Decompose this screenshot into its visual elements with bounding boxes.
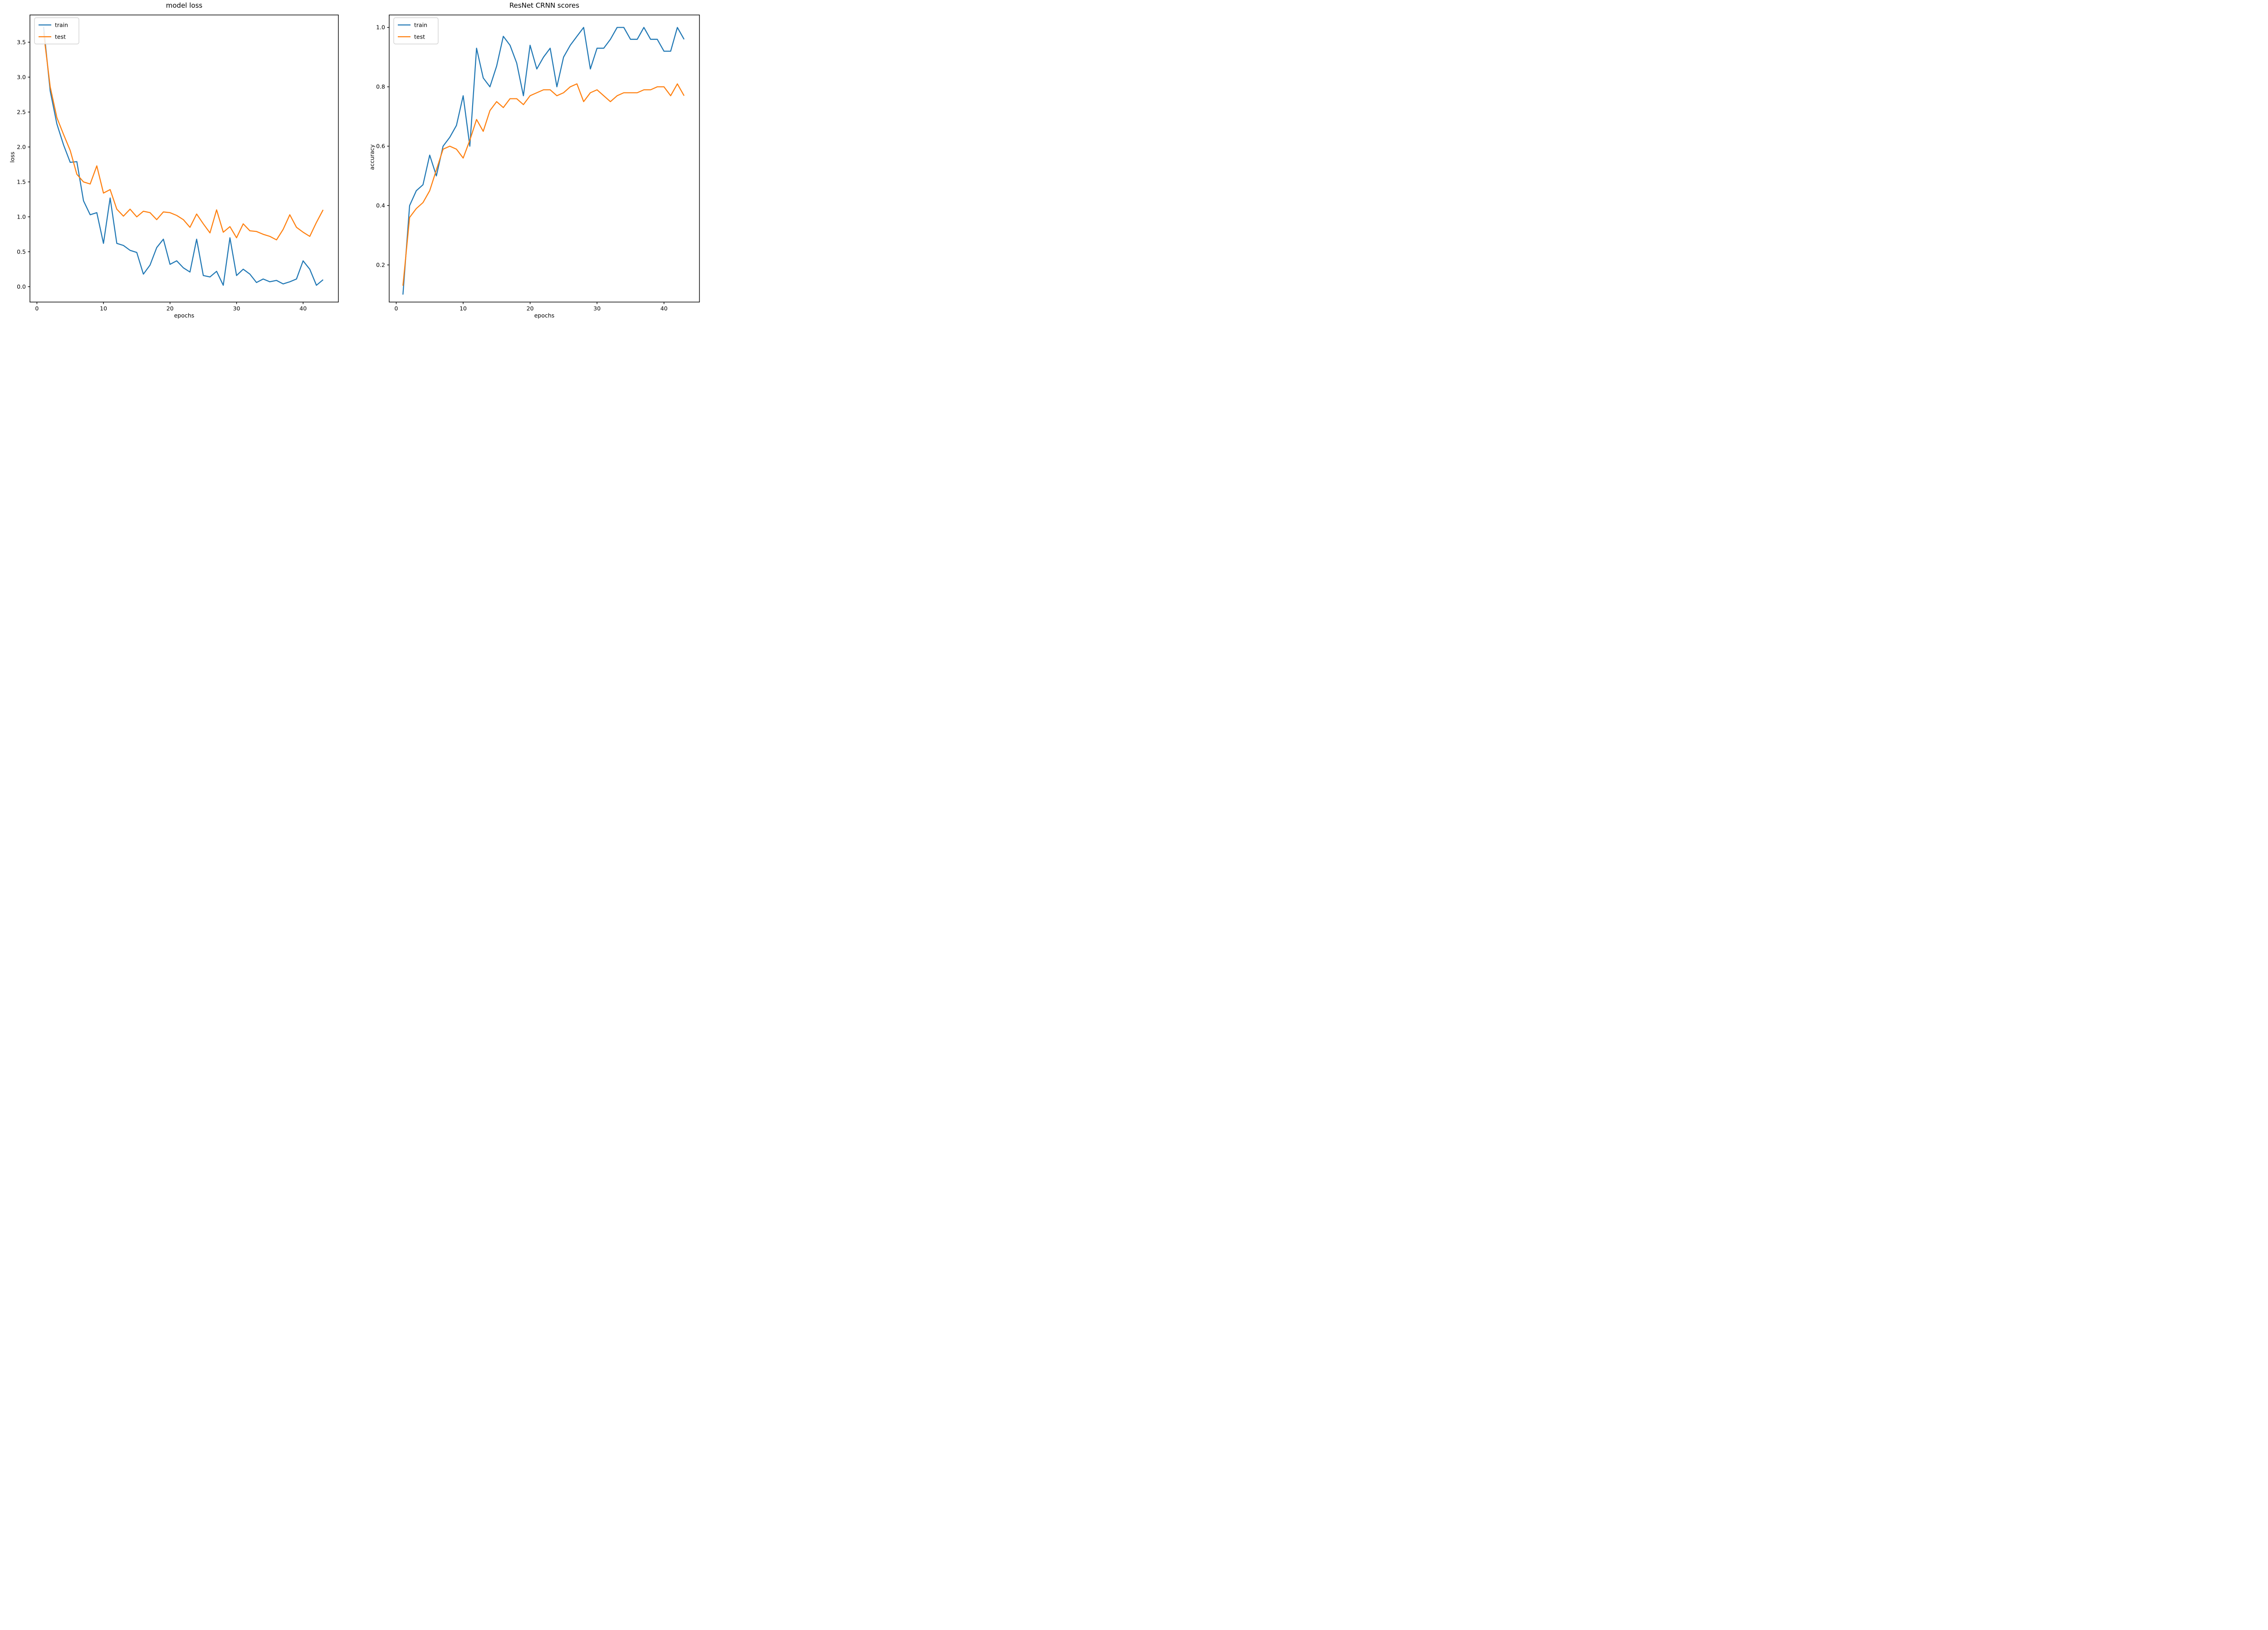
x-tick-label: 20 (166, 305, 174, 312)
series-line-test (402, 83, 685, 286)
legend-box (393, 17, 439, 44)
legend-label-test: test (55, 33, 66, 40)
axes-spines (389, 15, 700, 303)
x-tick-label: 10 (459, 305, 467, 312)
y-tick-label: 0.4 (376, 202, 385, 209)
y-tick-label: 2.5 (17, 108, 26, 115)
x-axis-label-scores: epochs (534, 312, 555, 319)
chart-title-loss: model loss (166, 1, 203, 10)
y-tick-label: 1.0 (376, 24, 385, 31)
y-tick-label: 1.5 (17, 178, 26, 185)
legend-box (34, 17, 79, 44)
y-axis-ticks: 0.0 0.5 1.0 1.5 2.0 2.5 3.0 3.5 (17, 39, 30, 290)
x-axis-ticks: 0 10 20 30 40 (395, 302, 668, 312)
legend-label-train: train (55, 21, 68, 28)
y-tick-label: 0.5 (17, 248, 26, 255)
y-tick-label: 1.0 (17, 213, 26, 220)
y-tick-label: 0.6 (376, 143, 385, 150)
y-tick-label: 3.0 (17, 73, 26, 80)
series-line-train (402, 27, 685, 295)
x-axis-ticks: 0 10 20 30 40 (35, 302, 307, 312)
y-tick-label: 0.2 (376, 261, 385, 268)
chart-loss: 0 10 20 30 40 0.0 0.5 1.0 1.5 2.0 2.5 3.0 3.5 train te… (17, 15, 339, 312)
x-tick-label: 30 (233, 305, 240, 312)
chart-scores: 0 10 20 30 40 0.2 0.4 0.6 0.8 1.0 train test (376, 15, 700, 312)
legend-label-train: train (414, 21, 427, 28)
y-axis-label-scores: accuracy (368, 144, 376, 170)
plots-canvas: 0 10 20 30 40 0.0 0.5 1.0 1.5 2.0 2.5 3.0 3.5 train te… (17, 15, 700, 312)
x-axis-label-loss: epochs (174, 312, 195, 319)
x-tick-label: 0 (395, 305, 398, 312)
y-tick-label: 0.8 (376, 83, 385, 90)
series-line-train (43, 27, 324, 286)
series-line-test (43, 32, 324, 241)
legend: train test (393, 17, 439, 44)
figure: 0 10 20 30 40 0.0 0.5 1.0 1.5 2.0 2.5 3.0 3.5 train te… (0, 0, 710, 326)
x-tick-label: 20 (527, 305, 534, 312)
y-axis-label-loss: loss (9, 151, 16, 163)
y-axis-ticks: 0.2 0.4 0.6 0.8 1.0 (376, 24, 389, 268)
chart-title-scores: ResNet CRNN scores (509, 1, 580, 10)
y-tick-label: 3.5 (17, 39, 26, 45)
legend: train test (34, 17, 79, 44)
x-tick-label: 30 (593, 305, 601, 312)
x-tick-label: 0 (35, 305, 39, 312)
axes-spines (29, 15, 339, 303)
legend-label-test: test (414, 33, 425, 40)
x-tick-label: 40 (299, 305, 307, 312)
y-tick-label: 2.0 (17, 143, 26, 150)
x-tick-label: 10 (100, 305, 107, 312)
y-tick-label: 0.0 (17, 283, 26, 290)
x-tick-label: 40 (660, 305, 668, 312)
